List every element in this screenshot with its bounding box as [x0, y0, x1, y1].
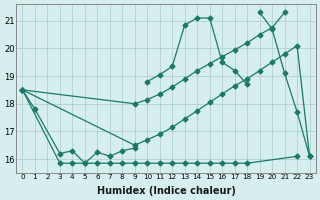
- X-axis label: Humidex (Indice chaleur): Humidex (Indice chaleur): [97, 186, 236, 196]
